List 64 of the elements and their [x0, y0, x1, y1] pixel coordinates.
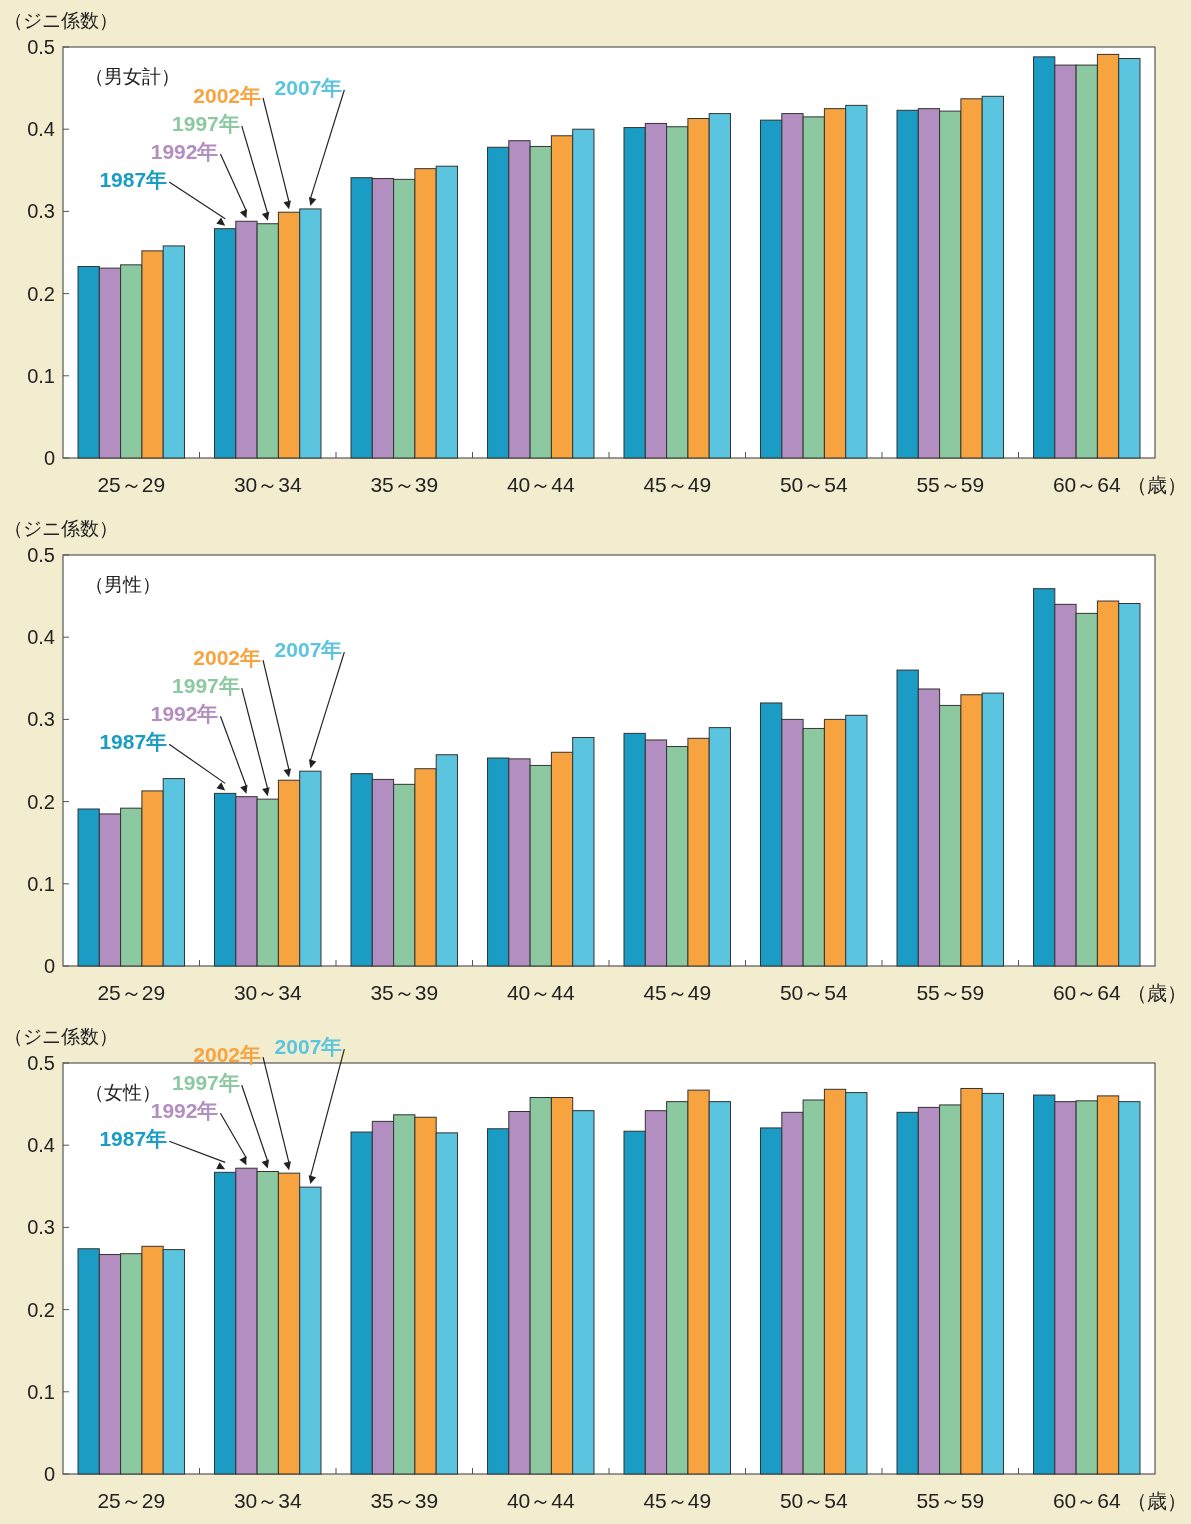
y-tick-label: 0.2 [27, 790, 55, 813]
y-tick-label: 0.3 [27, 708, 55, 731]
y-tick-label: 0.1 [27, 872, 55, 895]
x-tick-label: 35～39 [370, 1489, 439, 1512]
text: 2002年 [193, 1043, 262, 1067]
x-tick-label: 60～64 [1052, 473, 1121, 496]
text: 1997年 [172, 1071, 240, 1095]
x-tick-label: 60～64 [1052, 981, 1121, 1004]
text: 2007年 [274, 75, 343, 99]
x-tick-label: 40～44 [506, 1489, 575, 1512]
text: 1987年 [99, 167, 168, 191]
x-tick-label: 30～34 [233, 473, 302, 496]
x-axis-title: （歳） [1127, 1490, 1187, 1512]
y-tick-label: 0.4 [27, 626, 55, 649]
text: 1992年 [150, 702, 219, 726]
y-tick-label: 0.2 [27, 1298, 55, 1321]
text: 1997年 [172, 111, 240, 135]
x-tick-label: 45～49 [643, 981, 712, 1004]
x-tick-label: 30～34 [233, 1489, 302, 1512]
y-tick-label: 0.3 [27, 200, 55, 223]
y-tick-label: 0.5 [27, 544, 55, 566]
x-tick-label: 60～64 [1052, 1489, 1121, 1512]
x-tick-label: 25～29 [97, 981, 166, 1004]
x-tick-label: 50～54 [779, 473, 848, 496]
y-tick-label: 0 [43, 1463, 55, 1485]
y-tick-label: 0.1 [27, 364, 55, 387]
y-axis-title: （ジニ係数） [4, 10, 118, 31]
text: 2007年 [274, 638, 343, 662]
text: 2007年 [274, 1035, 343, 1059]
text: （男女計） [85, 66, 180, 87]
x-tick-label: 55～59 [916, 981, 985, 1004]
y-axis-title: （ジニ係数） [4, 518, 118, 539]
text: 2002年 [193, 83, 262, 107]
x-tick-label: 40～44 [506, 981, 575, 1004]
x-tick-label: 45～49 [643, 1489, 712, 1512]
x-tick-label: 50～54 [779, 1489, 848, 1512]
y-tick-label: 0.5 [27, 36, 55, 58]
x-tick-label: 25～29 [97, 473, 166, 496]
x-tick-label: 25～29 [97, 1489, 166, 1512]
text: 2002年 [193, 646, 262, 670]
x-tick-label: 30～34 [233, 981, 302, 1004]
text: 1997年 [172, 674, 240, 698]
text: 1987年 [99, 730, 168, 754]
y-axis-title: （ジニ係数） [4, 1026, 118, 1047]
x-axis-title: （歳） [1127, 474, 1187, 496]
x-axis-title: （歳） [1127, 982, 1187, 1004]
y-tick-label: 0.4 [27, 118, 55, 141]
y-tick-label: 0.1 [27, 1380, 55, 1403]
y-tick-label: 0.3 [27, 1216, 55, 1239]
text: 1992年 [150, 139, 219, 163]
text: （男性） [85, 574, 161, 595]
x-tick-label: 45～49 [643, 473, 712, 496]
x-tick-label: 35～39 [370, 981, 439, 1004]
text: 1987年 [99, 1127, 168, 1151]
y-tick-label: 0.2 [27, 282, 55, 305]
x-tick-label: 50～54 [779, 981, 848, 1004]
y-tick-label: 0 [43, 447, 55, 469]
y-tick-label: 0 [43, 955, 55, 977]
x-tick-label: 35～39 [370, 473, 439, 496]
x-tick-label: 40～44 [506, 473, 575, 496]
y-tick-label: 0.4 [27, 1134, 55, 1157]
y-tick-label: 0.5 [27, 1052, 55, 1074]
x-tick-label: 55～59 [916, 1489, 985, 1512]
x-tick-label: 55～59 [916, 473, 985, 496]
